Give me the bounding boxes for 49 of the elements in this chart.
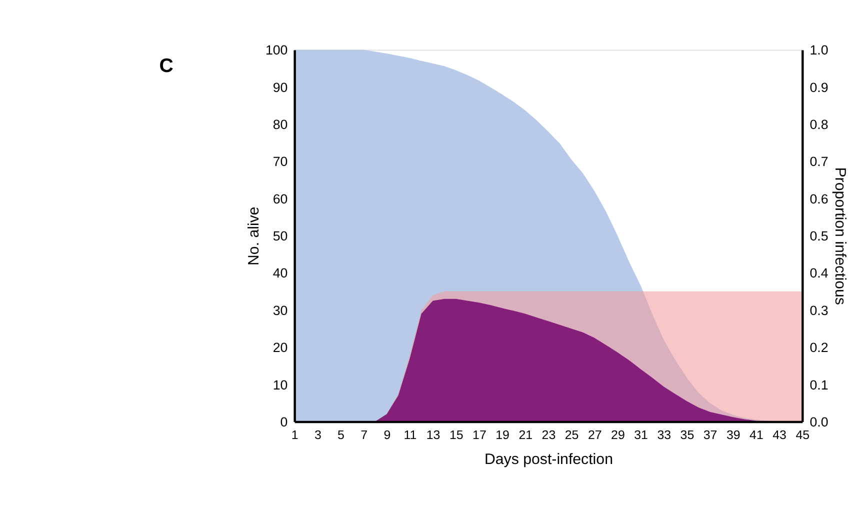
text: C — [159, 55, 174, 78]
y-tick-label: 30 — [272, 302, 288, 318]
y-tick-label: 90 — [272, 80, 288, 95]
x-tick-label: 7 — [360, 428, 368, 442]
x-tick-label: 9 — [384, 428, 391, 442]
x-tick-label: 41 — [750, 428, 764, 442]
x-tick-label: 15 — [449, 428, 464, 442]
x-tick-label: 1 — [291, 428, 298, 442]
y2-tick-label: 1.0 — [810, 42, 828, 58]
x-tick-label: 31 — [634, 428, 648, 442]
x-tick-label: 43 — [772, 428, 787, 442]
y2-tick-label: 0.0 — [810, 414, 828, 430]
y2-axis-title: Proportion infectious — [831, 167, 848, 306]
x-tick-label: 11 — [404, 428, 417, 442]
x-tick-label: 45 — [796, 428, 810, 442]
x-tick-label: 21 — [518, 428, 533, 442]
y2-tick-label: 0.1 — [810, 377, 828, 392]
y-axis-title: No. alive — [245, 206, 262, 266]
y-tick-label: 80 — [272, 117, 288, 132]
y2-tick-label: 0.9 — [810, 80, 828, 95]
y-tick-label: 70 — [272, 154, 288, 170]
x-tick-label: 27 — [588, 428, 602, 442]
x-tick-label: 17 — [472, 428, 486, 442]
x-axis-title: Days post-infection — [484, 450, 613, 468]
y-tick-label: 40 — [272, 266, 288, 281]
y-tick-label: 50 — [272, 228, 288, 244]
x-tick-label: 23 — [542, 428, 556, 442]
x-tick-label: 13 — [426, 428, 440, 442]
y2-tick-label: 0.2 — [810, 340, 828, 356]
y2-tick-label: 0.3 — [810, 302, 828, 318]
y-tick-label: 10 — [272, 377, 288, 392]
y2-tick-label: 0.6 — [810, 191, 828, 206]
x-tick-label: 29 — [611, 428, 625, 442]
y-tick-label: 0 — [280, 414, 288, 430]
y-tick-label: 60 — [272, 191, 288, 206]
x-tick-label: 25 — [564, 428, 579, 442]
y2-tick-label: 0.4 — [810, 266, 829, 281]
y2-tick-label: 0.7 — [810, 154, 828, 170]
x-tick-label: 5 — [338, 428, 345, 442]
y2-tick-label: 0.5 — [810, 228, 828, 244]
y-tick-label: 20 — [272, 340, 288, 356]
y2-tick-label: 0.8 — [810, 117, 828, 132]
x-tick-label: 19 — [496, 428, 510, 442]
x-tick-label: 33 — [657, 428, 672, 442]
x-tick-label: 37 — [703, 428, 718, 442]
x-tick-label: 39 — [726, 428, 740, 442]
x-tick-label: 35 — [680, 428, 694, 442]
y-tick-label: 100 — [265, 42, 288, 58]
x-tick-label: 3 — [314, 428, 322, 442]
